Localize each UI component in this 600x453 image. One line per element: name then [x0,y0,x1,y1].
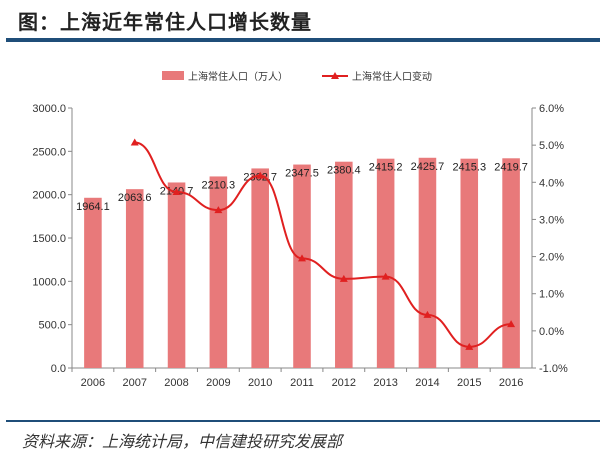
bar [335,161,353,368]
legend-label-line: 上海常住人口变动 [352,70,432,83]
x-tick-label: 2006 [81,377,105,389]
left-tick-label: 0.0 [51,363,66,375]
x-tick-label: 2016 [499,377,523,389]
bar [209,176,228,368]
line-point [465,342,474,350]
x-tick-label: 2011 [290,377,314,389]
line-point [172,187,181,195]
bar-data-label: 2415.2 [369,162,403,174]
right-tick-label: 5.0% [539,140,564,152]
x-tick-label: 2012 [332,377,356,389]
line-series [134,141,512,348]
bar [460,158,479,368]
left-tick-label: 2500.0 [32,146,66,158]
right-tick-label: 0.0% [539,326,564,338]
left-tick-label: 500.0 [38,320,66,332]
left-tick-label: 2000.0 [32,190,66,202]
title-rule [6,38,600,42]
line-point [214,206,223,214]
bar-data-label: 2063.6 [118,192,152,204]
right-tick-label: -1.0% [539,363,568,375]
x-tick-label: 2015 [457,377,481,389]
bar-data-label: 2425.7 [411,161,445,173]
x-tick-label: 2009 [206,377,230,389]
bar [418,157,437,368]
line-point [507,320,516,328]
line-point [298,254,306,262]
x-tick-label: 2007 [122,377,146,389]
bar [251,168,269,368]
right-tick-label: 2.0% [539,252,564,264]
bar-data-label: 2347.5 [285,168,319,180]
x-tick-label: 2008 [164,377,188,389]
right-tick-label: 6.0% [539,103,564,115]
legend-marker [331,72,339,79]
bar [167,182,186,368]
right-tick-label: 4.0% [539,177,564,189]
bar-data-label: 2415.3 [452,162,486,174]
right-tick-label: 3.0% [539,214,564,226]
bar [125,189,144,368]
chart-title: 图：上海近年常住人口增长数量 [18,10,312,34]
source-rule [6,420,600,422]
right-tick-label: 1.0% [539,289,564,301]
line-point [339,274,348,282]
left-tick-label: 1500.0 [32,233,66,245]
bar-data-label: 1964.1 [76,201,110,213]
line-point [381,272,390,280]
bar [84,197,102,368]
bar [376,158,395,368]
bar-data-label: 2210.3 [202,179,236,191]
bar [502,158,520,368]
left-tick-label: 1000.0 [32,276,66,288]
legend-label-bar: 上海常住人口（万人） [188,70,288,83]
bar [293,164,311,368]
left-tick-label: 3000.0 [32,103,66,115]
bar-data-label: 2419.7 [494,161,528,173]
line-point [256,171,265,179]
line-point [423,310,432,318]
x-tick-label: 2010 [248,377,272,389]
legend-swatch-bar [162,71,184,80]
source-note: 资料来源：上海统计局，中信建投研究发展部 [22,432,343,451]
bar-data-label: 2380.4 [327,165,361,177]
x-tick-label: 2014 [415,377,439,389]
line-point [130,138,139,146]
x-tick-label: 2013 [373,377,397,389]
